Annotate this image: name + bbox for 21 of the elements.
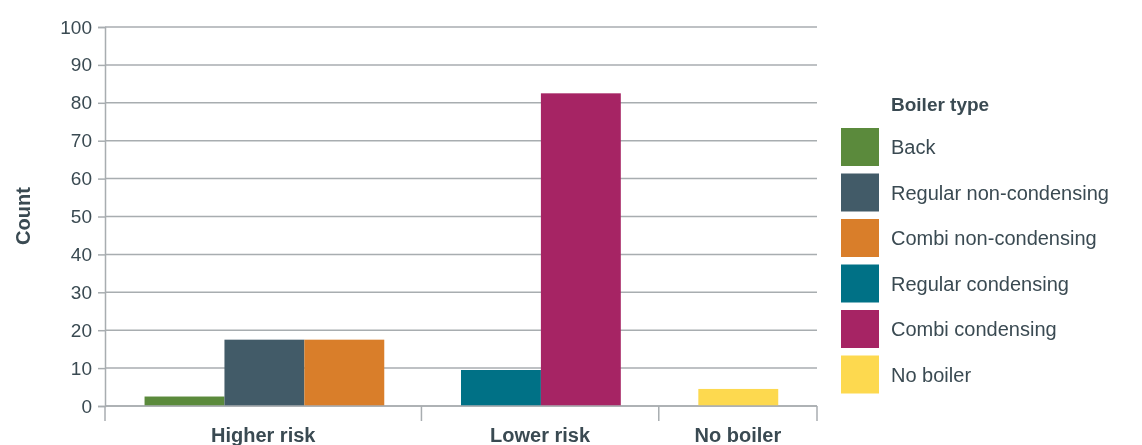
y-tick-label: 20: [70, 319, 92, 341]
y-tick-label: 50: [70, 206, 92, 228]
x-tick-label: No boiler: [694, 424, 782, 445]
legend-label: Combi condensing: [891, 318, 1057, 340]
y-tick-label: 90: [70, 54, 92, 76]
legend-label: Regular condensing: [891, 272, 1069, 295]
y-tick-label: 80: [70, 92, 92, 114]
x-tick-label: Lower risk: [490, 424, 591, 445]
legend-label: No boiler: [891, 363, 972, 386]
y-tick-label: 40: [70, 243, 92, 265]
legend-label: Back: [891, 136, 937, 158]
legend-label: Combi non-condensing: [891, 227, 1097, 249]
y-tick-label: 0: [81, 395, 92, 417]
y-axis-title: Count: [12, 186, 34, 245]
y-tick-label: 70: [70, 130, 92, 152]
y-tick-label: 10: [70, 357, 92, 379]
legend-label: Regular non-condensing: [891, 181, 1109, 204]
y-tick-label: 30: [70, 281, 92, 303]
legend-title: Boiler type: [891, 94, 990, 115]
y-tick-label: 100: [60, 16, 92, 38]
y-tick-label: 60: [70, 168, 92, 190]
